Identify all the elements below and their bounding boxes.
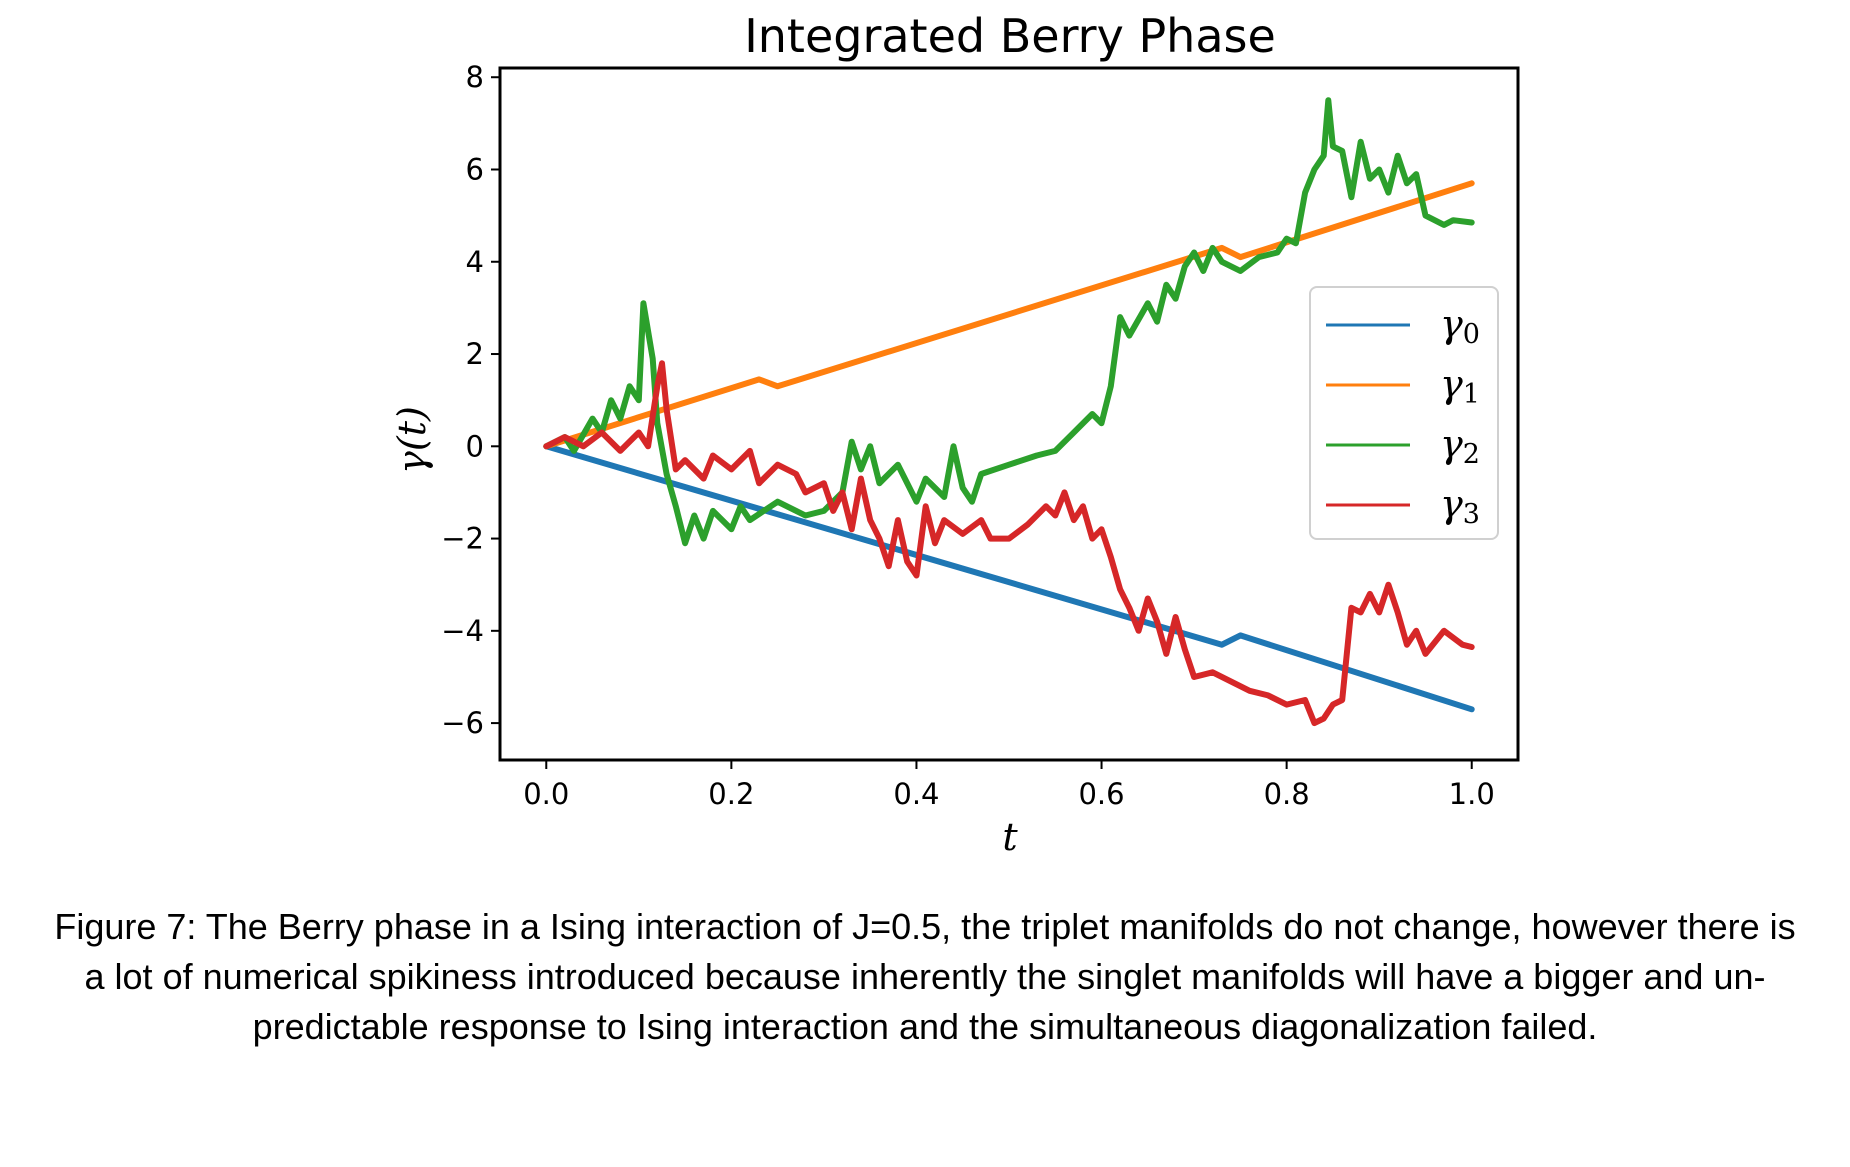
y-tick-label: 2 (466, 337, 484, 371)
y-tick-label: 8 (466, 60, 484, 94)
plot-frame (498, 66, 1520, 762)
y-tick-label: −2 (441, 522, 484, 556)
series-line-gamma-2 (543, 97, 1475, 547)
legend-entry: γ1 (1440, 362, 1480, 410)
legend-entry: γ0 (1440, 302, 1480, 350)
y-tick-label: 4 (466, 245, 484, 279)
chart-title: Integrated Berry Phase (744, 9, 1276, 63)
x-tick-label: 0.4 (893, 777, 939, 811)
x-tick-label: 1.0 (1449, 777, 1495, 811)
x-tick-label: 0.2 (708, 777, 754, 811)
y-tick-label: −6 (441, 706, 484, 740)
legend-entry: γ2 (1440, 422, 1480, 470)
legend: γ0 γ1 γ2 γ3 (1309, 286, 1499, 540)
series-line-gamma-3 (543, 360, 1475, 727)
legend-entry: γ3 (1440, 482, 1480, 530)
y-axis-label: γ(t) (390, 406, 434, 474)
x-tick-label: 0.0 (523, 777, 569, 811)
berry-phase-chart: Integrated Berry Phase 0.0 0.2 0.4 0.6 0.8 1.… (390, 9, 1520, 859)
plot-area: 0.0 0.2 0.4 0.6 0.8 1.0 −6 −4 −2 0 2 4 6 8 (441, 60, 1520, 811)
x-axis-label: t (1002, 815, 1018, 859)
figure-caption: Figure 7: The Berry phase in a Ising int… (54, 906, 1796, 1047)
y-tick-label: 6 (466, 152, 484, 186)
legend-box (1309, 286, 1499, 540)
x-tick-label: 0.8 (1264, 777, 1310, 811)
x-tick-label: 0.6 (1078, 777, 1124, 811)
y-tick-label: 0 (466, 429, 484, 463)
y-tick-label: −4 (441, 614, 484, 648)
